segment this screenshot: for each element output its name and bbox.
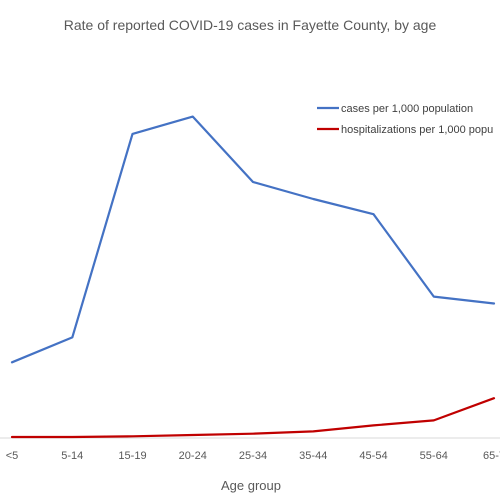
- x-tick-label: 65-7: [483, 450, 500, 462]
- x-tick-label: 15-19: [118, 450, 146, 462]
- x-tick-label: <5: [6, 450, 19, 462]
- chart-title: Rate of reported COVID-19 cases in Fayet…: [64, 17, 437, 33]
- x-tick-label: 25-34: [239, 450, 267, 462]
- x-tick-label: 55-64: [420, 450, 448, 462]
- legend-label: hospitalizations per 1,000 popu: [341, 124, 493, 136]
- x-tick-label: 20-24: [179, 450, 207, 462]
- x-tick-label: 45-54: [359, 450, 387, 462]
- x-tick-label: 35-44: [299, 450, 327, 462]
- legend-label: cases per 1,000 population: [341, 103, 473, 115]
- series-line-hospitalizations: [10, 397, 496, 439]
- legend: cases per 1,000 population hospitalizatio…: [317, 103, 493, 136]
- x-axis-label: Age group: [221, 478, 281, 493]
- x-tick-label: 5-14: [61, 450, 83, 462]
- series-line-cases: [10, 115, 496, 364]
- plot-area: <5 5-14 15-19 20-24 25-34 35-44 45-54 55-64 65-7: [0, 115, 500, 462]
